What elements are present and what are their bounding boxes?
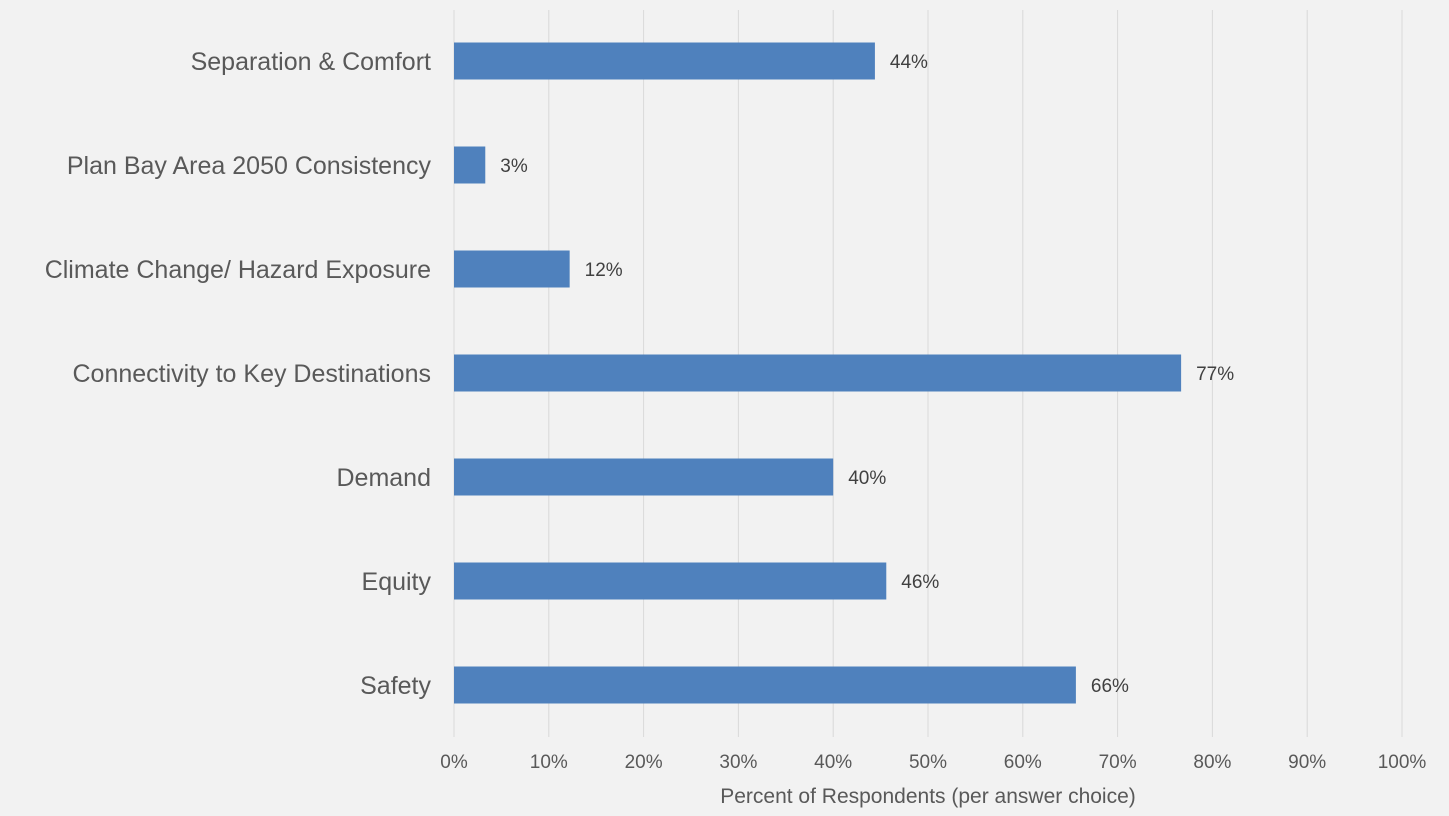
category-label: Climate Change/ Hazard Exposure bbox=[45, 256, 431, 284]
bar bbox=[454, 666, 1076, 704]
x-tick-label: 100% bbox=[1378, 752, 1427, 773]
data-label: 77% bbox=[1196, 364, 1234, 385]
data-label: 46% bbox=[901, 572, 939, 593]
bar bbox=[454, 562, 887, 600]
data-label: 3% bbox=[500, 156, 528, 177]
x-tick-label: 70% bbox=[1099, 752, 1137, 773]
data-label: 44% bbox=[890, 52, 928, 73]
bars bbox=[454, 42, 1182, 704]
x-tick-label: 50% bbox=[909, 752, 947, 773]
x-axis-title: Percent of Respondents (per answer choic… bbox=[720, 785, 1136, 808]
data-label: 66% bbox=[1091, 676, 1129, 697]
x-tick-label: 80% bbox=[1193, 752, 1231, 773]
bar bbox=[454, 458, 834, 496]
bar bbox=[454, 354, 1182, 392]
category-label: Demand bbox=[337, 464, 432, 492]
data-label: 12% bbox=[585, 260, 623, 281]
x-axis-ticks: 0% 10% 20% 30% 40% 50% 60% 70% 80% 90% 100% bbox=[440, 752, 1426, 773]
bar bbox=[454, 146, 486, 184]
x-tick-label: 90% bbox=[1288, 752, 1326, 773]
x-tick-label: 10% bbox=[530, 752, 568, 773]
category-labels: Separation & Comfort Plan Bay Area 2050 C… bbox=[45, 48, 432, 700]
category-label: Plan Bay Area 2050 Consistency bbox=[67, 152, 432, 180]
x-tick-label: 60% bbox=[1004, 752, 1042, 773]
category-label: Separation & Comfort bbox=[191, 48, 431, 76]
data-labels: 44% 3% 12% 77% 40% 46% 66% bbox=[500, 52, 1234, 697]
category-label: Equity bbox=[362, 568, 432, 596]
category-label: Safety bbox=[360, 672, 431, 700]
bar bbox=[454, 42, 875, 80]
bar bbox=[454, 250, 570, 288]
x-tick-label: 0% bbox=[440, 752, 468, 773]
category-label: Connectivity to Key Destinations bbox=[72, 360, 431, 388]
data-label: 40% bbox=[848, 468, 886, 489]
x-tick-label: 20% bbox=[625, 752, 663, 773]
x-tick-label: 30% bbox=[719, 752, 757, 773]
x-tick-label: 40% bbox=[814, 752, 852, 773]
